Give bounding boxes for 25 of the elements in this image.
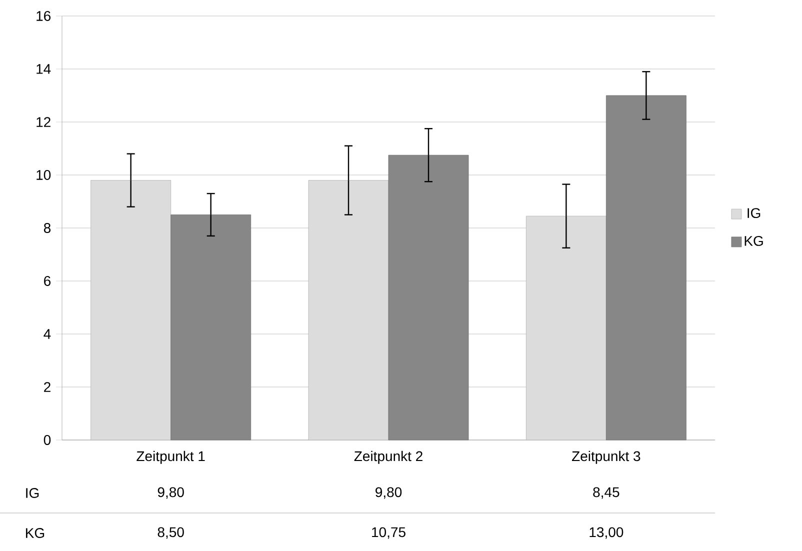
- data-label: 10,75: [372, 527, 406, 539]
- y-tick-label: 14: [36, 64, 51, 74]
- data-label: 9,80: [158, 487, 184, 499]
- bar: [170, 214, 252, 440]
- x-tick-label: Zeitpunkt 3: [572, 450, 640, 464]
- y-tick-label: 8: [44, 223, 51, 233]
- y-tick-label: 6: [44, 276, 51, 286]
- y-tick-label: 12: [36, 117, 50, 127]
- text: IG: [26, 488, 39, 498]
- bar: [388, 154, 469, 440]
- data-label: 13,00: [590, 527, 624, 539]
- y-tick-label: 4: [44, 329, 51, 339]
- data-label: 8,50: [158, 527, 184, 539]
- y-tick-label: 2: [44, 382, 50, 392]
- data-label: 9,80: [376, 487, 402, 499]
- y-tick-label: 16: [36, 11, 51, 21]
- text: KG: [26, 528, 44, 538]
- legend-label: IG: [748, 208, 760, 218]
- data-label: 8,45: [593, 487, 620, 499]
- x-tick-label: Zeitpunkt 1: [136, 450, 205, 464]
- y-tick-label: 0: [44, 435, 51, 445]
- x-tick-label: Zeitpunkt 2: [354, 450, 422, 464]
- legend-label: KG: [744, 236, 763, 246]
- y-tick-label: 10: [36, 170, 51, 180]
- bar: [606, 95, 686, 440]
